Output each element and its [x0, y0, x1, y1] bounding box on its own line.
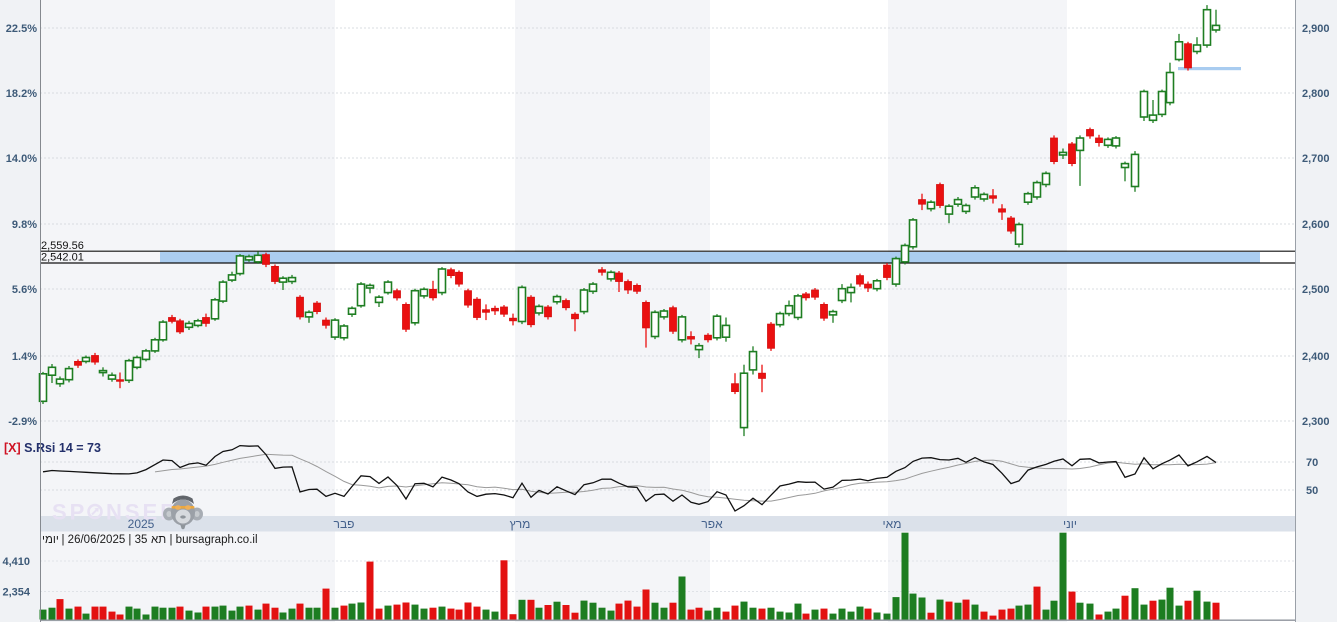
svg-text:יומי: יומי [42, 534, 59, 546]
svg-text:| bursagraph.co.il: | bursagraph.co.il [170, 534, 258, 546]
svg-text:50: 50 [1306, 485, 1318, 497]
svg-text:9.8%: 9.8% [12, 219, 37, 231]
svg-text:2,300: 2,300 [1302, 416, 1330, 428]
svg-text:2,500: 2,500 [1302, 284, 1330, 296]
svg-text:מאי: מאי [883, 517, 902, 531]
svg-text:-2.9%: -2.9% [8, 416, 37, 428]
svg-text:2,700: 2,700 [1302, 153, 1330, 165]
svg-text:2,400: 2,400 [1302, 351, 1330, 363]
svg-text:[X] S.Rsi 14 = 73: [X] S.Rsi 14 = 73 [4, 441, 101, 455]
svg-text:אפר: אפר [701, 517, 723, 531]
svg-text:18.2%: 18.2% [6, 88, 37, 100]
svg-text:2,800: 2,800 [1302, 88, 1330, 100]
svg-text:2,559.56: 2,559.56 [41, 240, 84, 252]
svg-text:2,542.01: 2,542.01 [41, 252, 84, 264]
svg-text:70: 70 [1306, 457, 1318, 469]
svg-text:| 26/06/2025 | 35: | 26/06/2025 | 35 [62, 534, 148, 546]
svg-text:14.0%: 14.0% [6, 153, 37, 165]
svg-text:מרץ: מרץ [510, 517, 531, 531]
svg-text:4,410: 4,410 [2, 556, 30, 568]
svg-text:פבר: פבר [334, 517, 355, 531]
svg-text:יוני: יוני [1063, 517, 1077, 531]
svg-text:2,354: 2,354 [2, 587, 30, 599]
svg-text:2025: 2025 [128, 517, 155, 531]
svg-text:2,600: 2,600 [1302, 219, 1330, 231]
svg-text:תא: תא [151, 534, 166, 546]
svg-text:22.5%: 22.5% [6, 23, 37, 35]
svg-text:2,900: 2,900 [1302, 23, 1330, 35]
svg-text:1.4%: 1.4% [12, 351, 37, 363]
svg-text:SP: SP [52, 500, 87, 525]
svg-text:5.6%: 5.6% [12, 284, 37, 296]
